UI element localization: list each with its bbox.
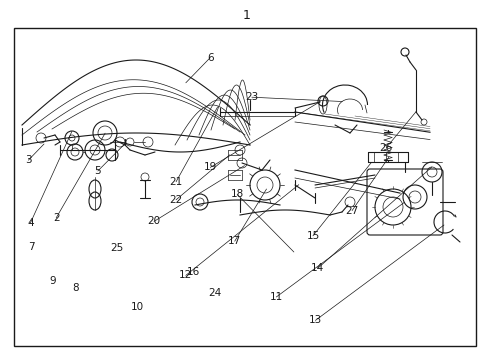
Text: 16: 16 bbox=[186, 267, 200, 277]
Text: 25: 25 bbox=[110, 243, 124, 253]
Text: 4: 4 bbox=[27, 218, 34, 228]
Text: 22: 22 bbox=[169, 195, 183, 205]
Text: 14: 14 bbox=[310, 263, 324, 273]
Text: 5: 5 bbox=[94, 166, 101, 176]
Text: 10: 10 bbox=[130, 302, 143, 312]
Bar bbox=[14, 28, 475, 346]
Text: 17: 17 bbox=[227, 236, 241, 246]
Text: 6: 6 bbox=[206, 53, 213, 63]
Text: 12: 12 bbox=[179, 270, 192, 280]
Text: 20: 20 bbox=[147, 216, 160, 226]
Text: 7: 7 bbox=[28, 242, 35, 252]
Text: 8: 8 bbox=[72, 283, 79, 293]
Text: 19: 19 bbox=[203, 162, 217, 172]
Text: 3: 3 bbox=[25, 155, 32, 165]
Text: 2: 2 bbox=[53, 213, 60, 223]
Text: 1: 1 bbox=[243, 9, 250, 22]
Text: 18: 18 bbox=[230, 189, 244, 199]
Text: 9: 9 bbox=[49, 276, 56, 286]
Text: 13: 13 bbox=[308, 315, 322, 325]
Text: 23: 23 bbox=[244, 92, 258, 102]
Text: 26: 26 bbox=[379, 143, 392, 153]
Text: 27: 27 bbox=[345, 206, 358, 216]
Text: 21: 21 bbox=[169, 177, 183, 187]
Text: 15: 15 bbox=[305, 231, 319, 241]
Text: 11: 11 bbox=[269, 292, 283, 302]
Text: 24: 24 bbox=[208, 288, 222, 298]
